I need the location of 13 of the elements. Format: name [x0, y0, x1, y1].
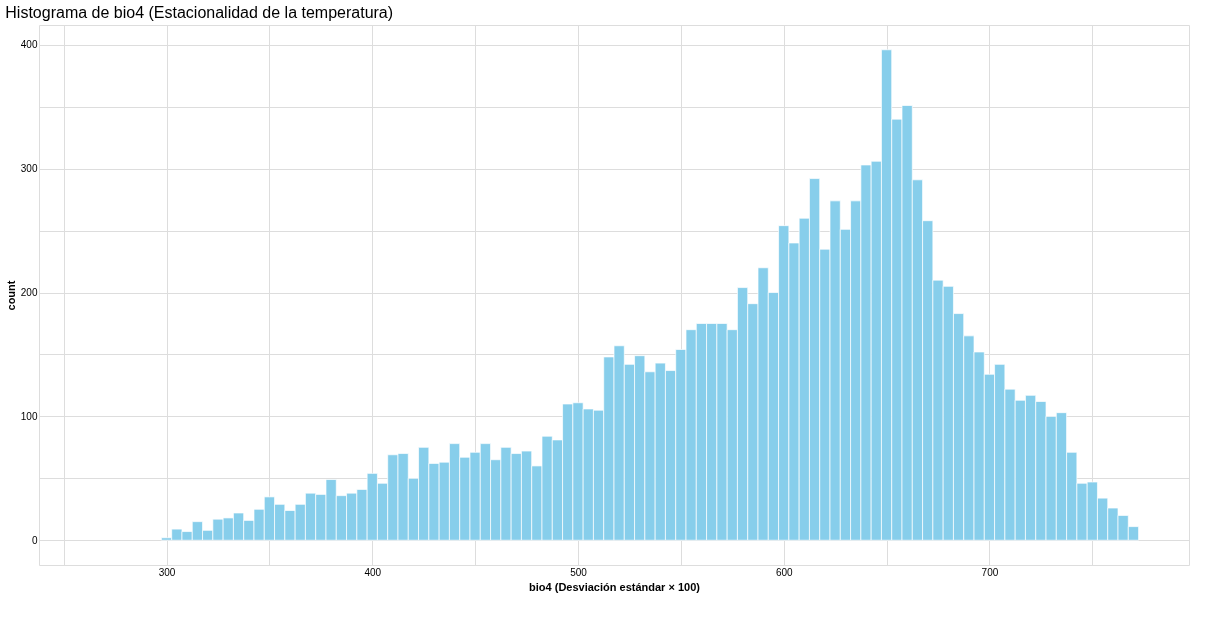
- x-tick-label: 400: [364, 566, 382, 578]
- y-axis-title: count: [4, 280, 17, 311]
- chart-title: Histograma de bio4 (Estacionalidad de la temperatura): [5, 4, 394, 21]
- y-tick-label: 400: [20, 39, 38, 51]
- x-tick-label: 500: [570, 566, 588, 578]
- x-tick-label: 700: [981, 566, 999, 578]
- y-tick-label: 100: [20, 410, 38, 422]
- x-tick-label: 600: [775, 566, 793, 578]
- y-tick-label: 200: [20, 287, 38, 299]
- y-tick-label: 0: [31, 534, 38, 546]
- y-tick-label: 300: [20, 163, 38, 175]
- x-tick-label: 300: [158, 566, 176, 578]
- x-axis-title: bio4 (Desviación estándar × 100): [529, 580, 701, 593]
